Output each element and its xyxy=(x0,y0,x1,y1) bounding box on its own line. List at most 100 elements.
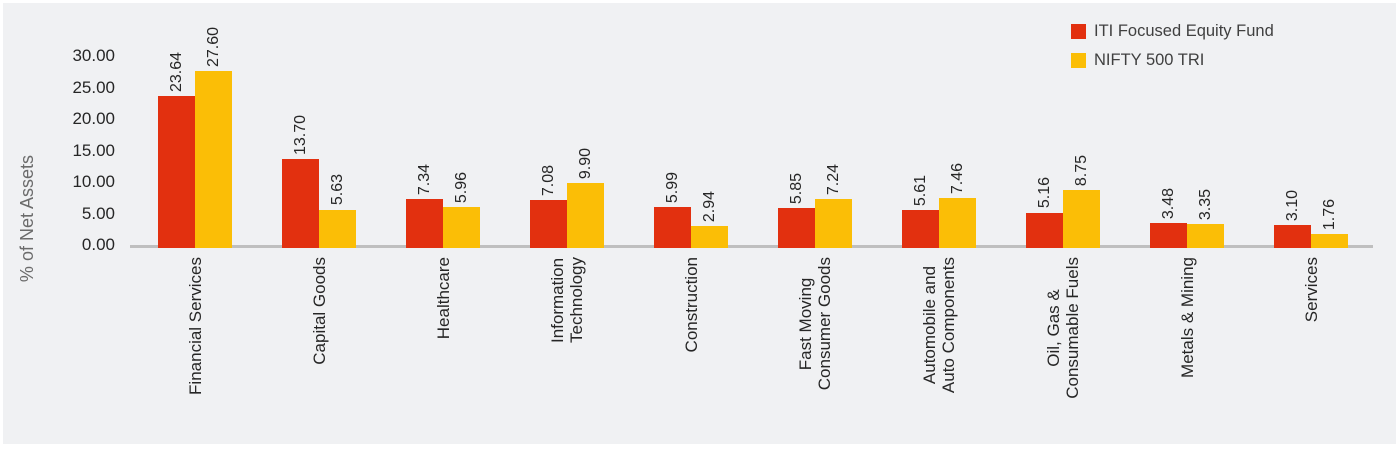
value-label: 2.94 xyxy=(700,191,718,223)
bar-column: 3.10 xyxy=(1274,3,1311,248)
bar-iti-focused-equity-fund xyxy=(1026,212,1063,248)
legend-item: NIFTY 500 TRI xyxy=(1071,49,1274,71)
bars-row: 5.16 8.75 xyxy=(1026,3,1100,248)
bar-column: 27.60 xyxy=(195,3,232,248)
value-label: 1.76 xyxy=(1320,198,1338,230)
bar-column: 5.61 xyxy=(902,3,939,248)
category-label: Information Technology xyxy=(548,257,586,344)
legend-label: NIFTY 500 TRI xyxy=(1094,50,1205,69)
category-group: 7.08 9.90 Information Technology xyxy=(505,3,629,456)
bar-column: 3.48 xyxy=(1150,3,1187,248)
y-tick-label: 0.00 xyxy=(81,235,115,254)
value-label: 3.10 xyxy=(1283,190,1301,222)
category-label: Financial Services xyxy=(185,257,205,395)
category-group: 3.10 1.76 Services xyxy=(1249,3,1373,456)
bar-column: 5.16 xyxy=(1026,3,1063,248)
bar-column: 5.63 xyxy=(319,3,356,248)
bars-row: 5.85 7.24 xyxy=(778,3,852,248)
value-label: 13.70 xyxy=(291,114,309,155)
legend-label: ITI Focused Equity Fund xyxy=(1094,21,1274,40)
bar-column: 5.85 xyxy=(778,3,815,248)
bar-iti-focused-equity-fund xyxy=(530,200,567,248)
bar-column: 23.64 xyxy=(158,3,195,248)
value-label: 23.64 xyxy=(167,52,185,93)
value-label: 5.63 xyxy=(328,174,346,206)
y-tick-label: 5.00 xyxy=(81,203,115,223)
y-axis: 30.00 25.00 20.00 15.00 10.00 5.00 0.00 xyxy=(3,3,115,444)
bar-iti-focused-equity-fund xyxy=(778,208,815,248)
category-label: Oil, Gas & Consumable Fuels xyxy=(1044,257,1082,399)
bar-nifty-500-tri xyxy=(195,71,232,248)
category-group: 5.61 7.46 Automobile and Auto Components xyxy=(877,3,1001,456)
y-tick-label: 30.00 xyxy=(72,46,115,65)
legend-swatch xyxy=(1071,52,1086,68)
bar-column: 7.08 xyxy=(530,3,567,248)
category-group: 5.16 8.75 Oil, Gas & Consumable Fuels xyxy=(1001,3,1125,456)
bars-row: 13.70 5.63 xyxy=(282,3,356,248)
value-label: 5.61 xyxy=(911,174,929,206)
value-label: 5.16 xyxy=(1035,177,1053,209)
category-label: Metals & Mining xyxy=(1177,257,1197,378)
category-label: Fast Moving Consumer Goods xyxy=(796,257,834,391)
category-label: Automobile and Auto Components xyxy=(920,257,958,394)
category-group: 7.34 5.96 Healthcare xyxy=(381,3,505,456)
bar-column: 8.75 xyxy=(1063,3,1100,248)
bar-nifty-500-tri xyxy=(691,226,728,248)
bar-column: 7.46 xyxy=(939,3,976,248)
legend-item: ITI Focused Equity Fund xyxy=(1071,20,1274,42)
bar-nifty-500-tri xyxy=(567,182,604,248)
bars-row: 7.34 5.96 xyxy=(406,3,480,248)
bars-row: 3.10 1.76 xyxy=(1274,3,1348,248)
bar-nifty-500-tri xyxy=(443,207,480,248)
bars-row: 5.61 7.46 xyxy=(902,3,976,248)
bar-nifty-500-tri xyxy=(1311,233,1348,248)
category-label: Healthcare xyxy=(433,257,453,340)
bar-nifty-500-tri xyxy=(1063,189,1100,248)
bar-column: 7.24 xyxy=(815,3,852,248)
legend: ITI Focused Equity Fund NIFTY 500 TRI xyxy=(1071,20,1274,71)
bar-iti-focused-equity-fund xyxy=(1150,223,1187,248)
value-label: 3.35 xyxy=(1196,188,1214,220)
x-axis-line xyxy=(130,245,1373,248)
value-label: 9.90 xyxy=(576,147,594,179)
bars-row: 3.48 3.35 xyxy=(1150,3,1224,248)
bar-column: 7.34 xyxy=(406,3,443,248)
bar-column: 3.35 xyxy=(1187,3,1224,248)
bars-row: 23.64 27.60 xyxy=(158,3,232,248)
bar-column: 5.96 xyxy=(443,3,480,248)
bar-nifty-500-tri xyxy=(319,209,356,248)
bar-iti-focused-equity-fund xyxy=(902,209,939,248)
bars-row: 5.99 2.94 xyxy=(654,3,728,248)
y-tick-label: 15.00 xyxy=(72,140,115,160)
category-label: Capital Goods xyxy=(309,257,329,365)
value-label: 5.99 xyxy=(663,172,681,204)
bar-column: 9.90 xyxy=(567,3,604,248)
bar-iti-focused-equity-fund xyxy=(406,198,443,248)
category-group: 13.70 5.63 Capital Goods xyxy=(257,3,381,456)
value-label: 8.75 xyxy=(1072,154,1090,186)
category-group: 5.99 2.94 Construction xyxy=(629,3,753,456)
y-tick-label: 20.00 xyxy=(72,109,115,128)
plot-area: 23.64 27.60 Financial Services 13.70 5.63 Cap… xyxy=(133,3,1373,456)
category-group: 5.85 7.24 Fast Moving Consumer Goods xyxy=(753,3,877,456)
bar-iti-focused-equity-fund xyxy=(282,158,319,248)
value-label: 5.96 xyxy=(452,172,470,204)
bar-iti-focused-equity-fund xyxy=(654,207,691,248)
bar-nifty-500-tri xyxy=(1187,223,1224,248)
bar-nifty-500-tri xyxy=(939,198,976,248)
value-label: 7.46 xyxy=(948,162,966,195)
bar-column: 2.94 xyxy=(691,3,728,248)
bars-row: 7.08 9.90 xyxy=(530,3,604,248)
bar-column: 13.70 xyxy=(282,3,319,248)
bar-column: 1.76 xyxy=(1311,3,1348,248)
value-label: 7.34 xyxy=(415,163,433,195)
value-label: 5.85 xyxy=(787,173,805,205)
bar-iti-focused-equity-fund xyxy=(1274,225,1311,248)
bar-nifty-500-tri xyxy=(815,199,852,248)
bar-iti-focused-equity-fund xyxy=(158,96,195,248)
legend-swatch xyxy=(1071,23,1086,39)
y-tick-label: 25.00 xyxy=(72,77,115,97)
y-tick-label: 10.00 xyxy=(72,172,115,191)
bar-chart: % of Net Assets 30.00 25.00 20.00 15.00 10.0… xyxy=(3,3,1396,444)
category-label: Construction xyxy=(681,257,701,353)
